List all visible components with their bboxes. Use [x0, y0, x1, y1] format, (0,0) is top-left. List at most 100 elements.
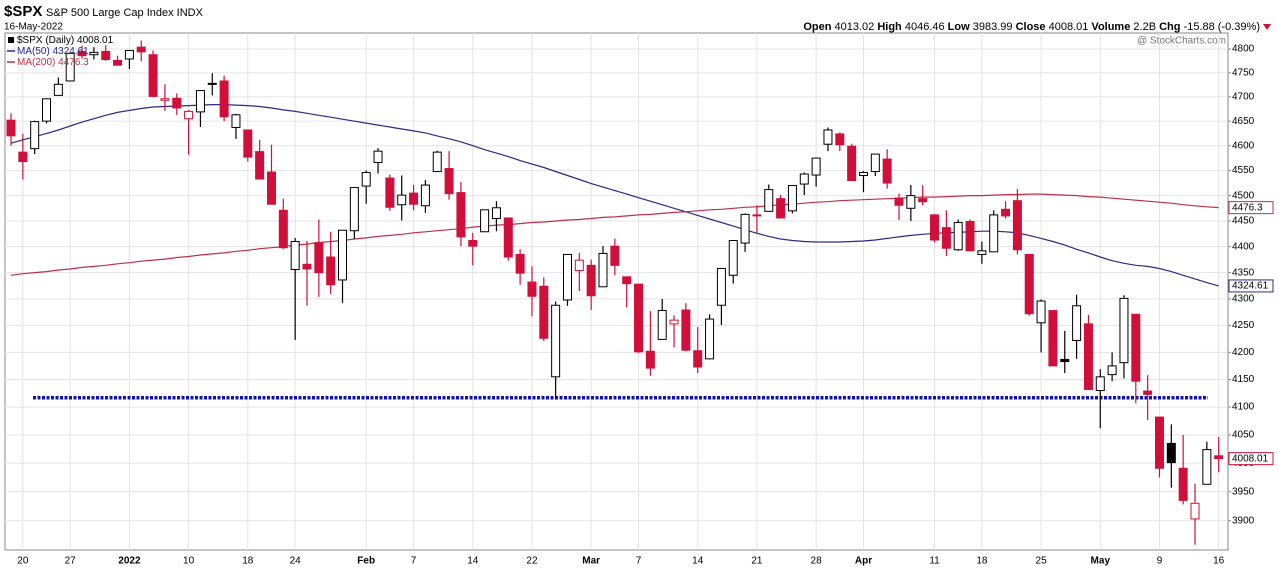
x-tick-label: May	[1091, 556, 1111, 567]
candle-body	[705, 318, 715, 360]
candle-body	[858, 172, 868, 177]
candle-body	[1060, 358, 1070, 363]
candle-body	[1202, 449, 1212, 485]
candle-body	[1107, 365, 1117, 376]
candle-body	[1214, 455, 1224, 460]
x-tick-label: 9	[1157, 556, 1163, 567]
candle-body	[1143, 390, 1153, 395]
candle-body	[77, 50, 87, 57]
candle-body	[1095, 376, 1105, 392]
candle-body	[456, 192, 466, 238]
y-tick-label: 4450	[1232, 216, 1255, 227]
candle-body	[172, 97, 182, 109]
x-tick-label: 10	[183, 556, 195, 567]
candle-body	[184, 110, 194, 120]
legend-value: 4324.61	[53, 46, 90, 57]
candle-body	[610, 245, 620, 266]
candle-body	[1048, 310, 1058, 367]
plot-frame	[4, 32, 1229, 551]
y-tick-label: 4400	[1232, 241, 1255, 252]
legend-name: $SPX (Daily)	[17, 35, 74, 46]
candle-body	[598, 252, 608, 288]
candle-body	[894, 197, 904, 206]
candle-body	[787, 185, 797, 212]
watermark: @ StockCharts.com	[1137, 36, 1226, 47]
candle-body	[835, 133, 845, 146]
candle-body	[965, 221, 975, 252]
value-box	[1228, 452, 1274, 466]
candle-body	[195, 90, 205, 113]
legend-name: MA(50)	[17, 46, 50, 57]
value-box-label: 4324.61	[1232, 281, 1269, 292]
candle-body	[551, 304, 561, 378]
candle-body	[657, 310, 667, 340]
candle-body	[681, 309, 691, 351]
quote-part: Low	[948, 21, 970, 33]
candle-body	[160, 98, 170, 101]
symbol: $SPX	[4, 3, 42, 20]
candle-body	[18, 151, 28, 163]
candle-body	[574, 259, 584, 272]
candle-body	[361, 172, 371, 187]
quote-part: High	[877, 21, 902, 33]
candle-body	[302, 263, 312, 270]
candle-body	[1154, 416, 1164, 469]
y-tick-label: 4350	[1232, 267, 1255, 278]
candle-body	[314, 242, 324, 274]
quote-part: -15.88 (-0.39%)	[1184, 21, 1260, 33]
candle-body	[124, 49, 134, 60]
candle-body	[1024, 253, 1034, 315]
quote-part: 3983.99	[973, 21, 1013, 33]
candle-body	[799, 173, 809, 185]
value-box-label: 4476.3	[1232, 202, 1263, 213]
y-tick-label: 4250	[1232, 320, 1255, 331]
candle-body	[207, 82, 217, 85]
y-tick-label: 4750	[1232, 67, 1255, 78]
x-tick-label: 27	[65, 556, 77, 567]
value-box	[1228, 279, 1274, 293]
candle-body	[231, 114, 241, 129]
candle-body	[432, 151, 442, 173]
legend-label: $SPX (Daily) 4008.01	[17, 35, 114, 46]
candle-body	[776, 198, 786, 219]
legend-swatch	[8, 37, 14, 43]
candle-body	[42, 98, 52, 122]
candle-body	[349, 187, 359, 232]
y-tick-label: 4650	[1232, 116, 1255, 127]
candle-body	[326, 256, 336, 286]
candle-body	[515, 253, 525, 274]
candle-body	[338, 229, 348, 281]
candle-body	[1166, 442, 1176, 464]
x-tick-label: 7	[411, 556, 417, 567]
candle-body	[89, 51, 99, 56]
x-tick-label: 20	[17, 556, 29, 567]
candle-body	[1012, 200, 1022, 251]
candle-body	[634, 283, 644, 353]
candle-body	[420, 184, 430, 207]
legend-label: MA(200) 4476.3	[17, 57, 89, 68]
candle-body	[397, 194, 407, 206]
candle-body	[6, 119, 16, 137]
candle-body	[1190, 502, 1200, 520]
candle-body	[219, 80, 229, 118]
candle-body	[1072, 305, 1082, 341]
x-tick-label: Feb	[357, 556, 375, 567]
candle-body	[1131, 313, 1141, 382]
candle-body	[113, 59, 123, 66]
candle-body	[645, 350, 655, 369]
quote-part: 4013.02	[835, 21, 875, 33]
candle-body	[1036, 300, 1046, 324]
y-tick-label: 4100	[1232, 402, 1255, 413]
legend-label: MA(50) 4324.61	[17, 46, 89, 57]
candle-body	[989, 214, 999, 253]
y-tick-label: 4600	[1232, 140, 1255, 151]
candle-body	[385, 177, 395, 208]
x-tick-label: 25	[1036, 556, 1048, 567]
candle-body	[811, 157, 821, 176]
y-tick-label: 4500	[1232, 190, 1255, 201]
candle-body	[728, 239, 738, 276]
legend-name: MA(200)	[17, 57, 55, 68]
candle-body	[562, 253, 572, 301]
legend-value: 4008.01	[77, 35, 114, 46]
y-tick-label: 4700	[1232, 91, 1255, 102]
